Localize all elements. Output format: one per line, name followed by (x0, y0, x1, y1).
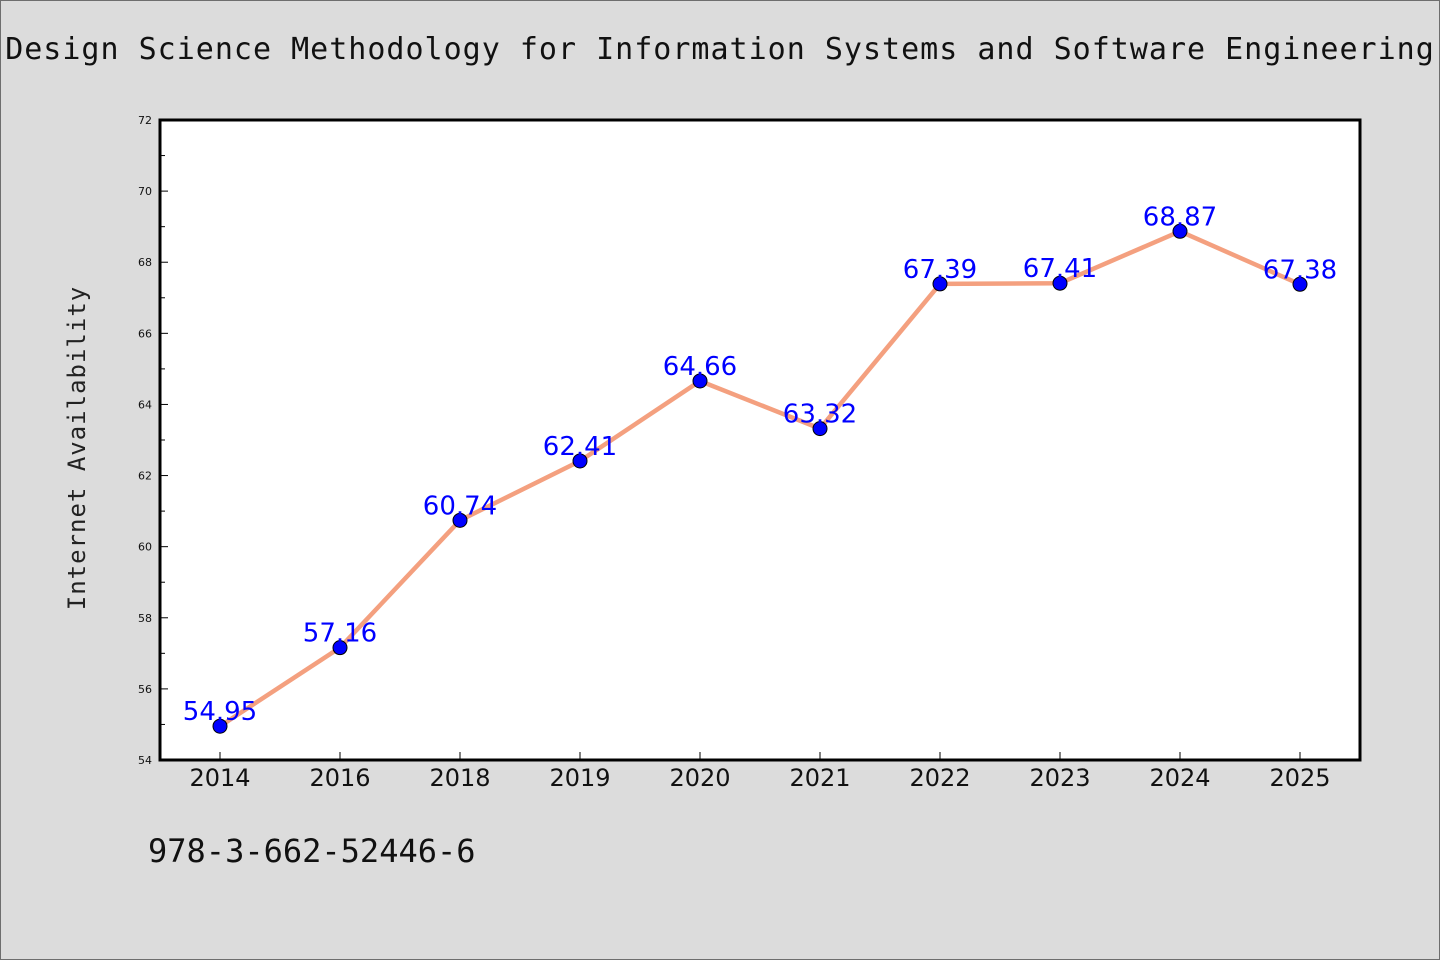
data-label: 63.32 (783, 400, 857, 430)
x-tick-label: 2021 (789, 764, 850, 792)
y-tick-label: 68 (138, 256, 152, 269)
data-label: 67.38 (1263, 255, 1337, 285)
plot-area (158, 118, 1362, 762)
y-axis: 54 56 58 60 62 64 66 68 70 72 (138, 114, 168, 767)
data-point (812, 421, 828, 437)
y-tick-label: 56 (138, 683, 152, 696)
y-tick-label: 66 (138, 327, 152, 340)
y-axis-label: Internet Availability (63, 286, 91, 610)
data-label: 60.74 (423, 491, 497, 521)
data-point (1172, 223, 1188, 239)
data-point (572, 453, 588, 469)
data-label: 68.87 (1143, 202, 1217, 232)
data-point (452, 512, 468, 528)
data-label: 67.39 (903, 255, 977, 285)
x-tick-label: 2016 (309, 764, 370, 792)
series-path (218, 229, 1301, 729)
y-tick-label: 70 (138, 185, 152, 198)
x-tick-label: 2020 (669, 764, 730, 792)
x-axis: 2014 2016 2018 2019 2020 2021 2022 2023 2024 2025 (189, 752, 1331, 792)
x-tick-label: 2014 (189, 764, 250, 792)
y-tick-label: 58 (138, 612, 152, 625)
y-tick-label: 60 (138, 541, 152, 554)
data-point (932, 276, 948, 292)
data-label: 57.16 (303, 619, 377, 649)
y-tick-label: 72 (138, 114, 152, 127)
y-tick-label: 54 (138, 754, 152, 767)
x-tick-label: 2019 (549, 764, 610, 792)
isbn-code: 978-3-662-52446-6 (148, 832, 476, 870)
data-point (692, 373, 708, 389)
data-labels: 54.95 57.16 60.74 62.41 64.66 63.32 67.39 67.41… (183, 202, 1337, 727)
data-point (332, 640, 348, 656)
series-markers (212, 223, 1308, 734)
chart-title: Design Science Methodology for Informati… (5, 32, 1435, 67)
x-tick-label: 2024 (1149, 764, 1210, 792)
y-tick-label: 64 (138, 398, 152, 411)
y-tick-label: 62 (138, 470, 152, 483)
series-line (218, 229, 1301, 729)
data-point (1292, 276, 1308, 292)
data-point (1052, 275, 1068, 291)
x-tick-label: 2022 (909, 764, 970, 792)
data-label: 62.41 (543, 432, 617, 462)
x-tick-label: 2023 (1029, 764, 1090, 792)
data-point (212, 718, 228, 734)
data-label: 64.66 (663, 352, 737, 382)
data-label: 54.95 (183, 697, 257, 727)
x-tick-label: 2018 (429, 764, 490, 792)
x-tick-label: 2025 (1269, 764, 1330, 792)
data-label: 67.41 (1023, 254, 1097, 284)
